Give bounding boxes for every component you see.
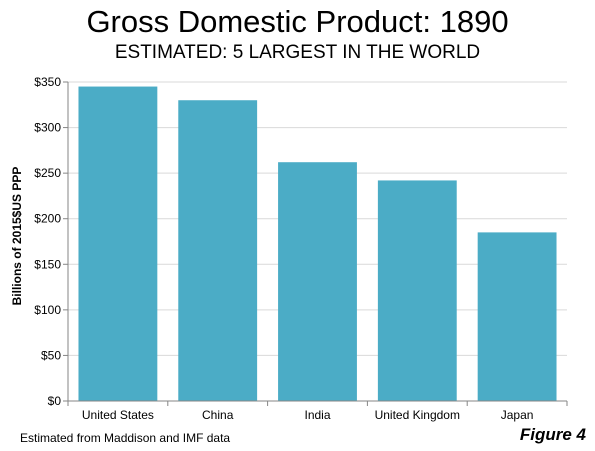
axes <box>63 81 568 406</box>
x-tick-label: China <box>202 408 234 422</box>
chart-subtitle: ESTIMATED: 5 LARGEST IN THE WORLD <box>114 42 481 63</box>
bar-china <box>178 100 258 401</box>
y-axis-label: Billions of 2015$US PPP <box>10 167 24 306</box>
figure-label: Figure 4 <box>519 425 586 444</box>
x-tick-label: India <box>304 408 330 422</box>
y-tick-label: $350 <box>34 75 61 89</box>
y-tick-label: $250 <box>34 166 61 180</box>
bar-india <box>278 162 357 401</box>
y-tick-label: $100 <box>34 303 61 317</box>
x-tick-label: United States <box>82 408 154 422</box>
x-tick-labels: United States China India United Kingdom Jap… <box>82 408 534 422</box>
bar-united-states <box>78 86 158 402</box>
bar-united-kingdom <box>377 180 457 401</box>
source-footnote: Estimated from Maddison and IMF data <box>20 431 231 445</box>
x-tick-label: Japan <box>501 408 534 422</box>
y-tick-labels: $0 $50 $100 $150 $200 $250 $300 $350 <box>34 75 61 408</box>
x-tick-label: United Kingdom <box>375 408 460 422</box>
y-tick-label: $200 <box>34 212 61 226</box>
chart-title: Gross Domestic Product: 1890 <box>86 4 509 39</box>
bar-japan <box>477 232 557 401</box>
y-tick-label: $150 <box>34 257 61 271</box>
y-tick-label: $300 <box>34 121 61 135</box>
y-tick-label: $0 <box>48 394 62 408</box>
y-tick-label: $50 <box>41 348 61 362</box>
bars <box>78 86 557 402</box>
